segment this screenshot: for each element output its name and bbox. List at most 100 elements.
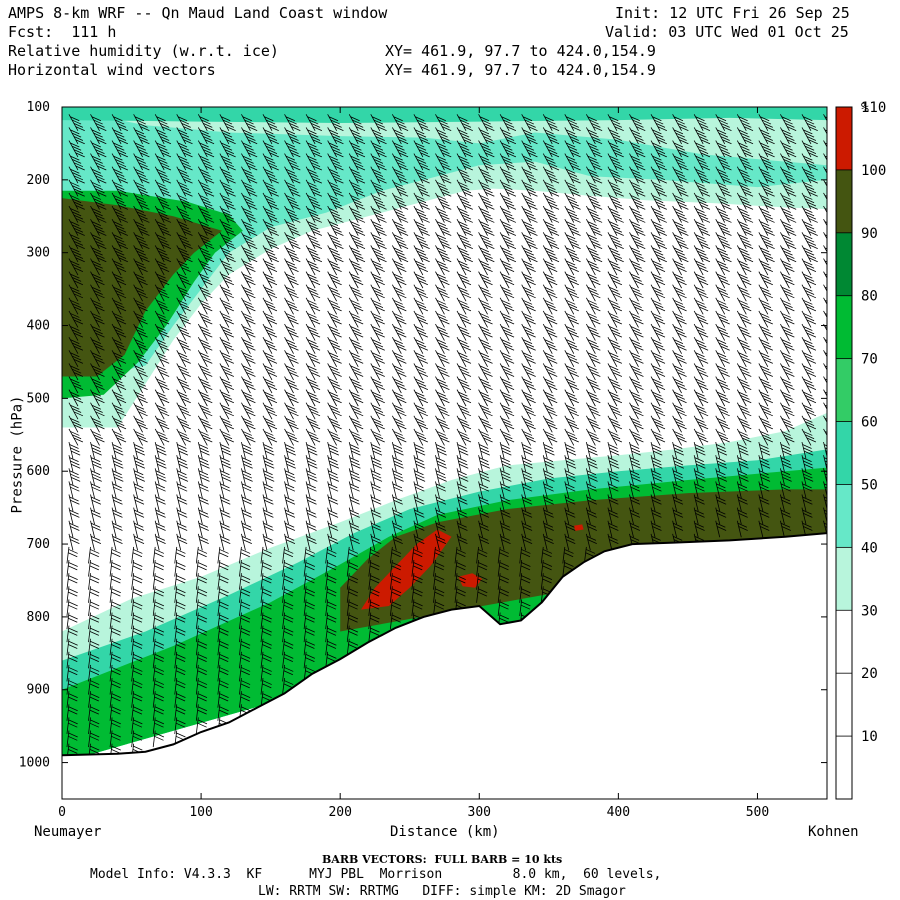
wind-barb [736,494,748,512]
colorbar-swatch [836,421,852,485]
wind-barb [586,336,601,354]
wind-barb [499,323,515,341]
wind-barb [435,310,450,328]
x-tick-label: 500 [746,805,769,820]
wind-barb [433,586,445,603]
wind-barb [176,415,191,433]
wind-barb [607,507,619,525]
wind-barb [219,363,234,381]
wind-barb [586,284,601,302]
wind-barb [736,297,752,315]
wind-barb [262,468,275,485]
wind-barb [284,297,299,315]
wind-barb [672,127,689,145]
wind-barb [305,205,323,223]
wind-barb [542,310,558,328]
wind-barb [586,323,601,341]
wind-barb [284,140,301,158]
wind-barb [348,323,364,341]
wind-barb [260,651,272,669]
wind-barb [758,310,773,328]
wind-barb [454,586,466,603]
wind-barb [586,245,603,263]
wind-barb [758,218,775,236]
wind-barb [197,127,215,145]
wind-barb [607,179,624,197]
wind-barb [197,455,210,472]
wind-barb [305,520,317,538]
wind-barb [90,494,102,512]
wind-barb [176,494,188,512]
wind-barb [391,140,409,158]
wind-barb [284,336,299,354]
y-tick-label: 400 [27,319,50,334]
wind-barb [736,350,752,367]
wind-barb [68,192,85,210]
wind-barb [413,310,429,328]
wind-barb [154,179,172,197]
wind-barb [650,494,662,512]
wind-barb [68,271,84,289]
wind-barb [133,166,150,184]
wind-barb [542,428,558,446]
wind-barb [780,232,797,250]
wind-barb [133,468,145,485]
wind-barb [241,336,256,354]
wind-barb [176,520,188,538]
wind-barb [521,494,533,512]
wind-barb [586,140,603,158]
wind-barb [90,166,107,184]
wind-barb [521,533,533,551]
wind-barb [389,599,402,616]
wind-barb [693,494,705,512]
wind-barb [131,560,143,577]
wind-barb [370,415,385,433]
wind-barb [435,232,452,250]
wind-barb [305,455,318,472]
wind-barb [262,205,279,223]
wind-barb [736,376,752,394]
wind-barb [540,546,553,564]
wind-barb [217,664,229,682]
wind-barb [219,336,234,354]
y-tick-label: 200 [27,173,50,188]
wind-barb [197,389,213,407]
wind-barb [758,205,775,223]
wind-barb [370,245,387,263]
wind-barb [629,428,644,446]
wind-barb [629,297,644,315]
wind-barb [650,284,666,302]
wind-barb [88,664,100,682]
wind-barb [823,205,827,214]
wind-barb [109,704,121,721]
wind-barb [454,560,466,577]
wind-barb [715,428,730,446]
wind-barb [241,389,256,407]
wind-barb [241,245,258,263]
wind-barb [305,192,323,210]
wind-barb [68,258,84,276]
wind-barb [370,114,387,132]
wind-barb [327,232,344,250]
wind-barb [370,140,387,158]
wind-barb [241,127,258,145]
wind-barb [217,704,229,721]
y-tick-label: 1000 [19,756,50,771]
wind-barb [715,336,730,354]
wind-barb [305,140,323,158]
wind-barb [219,323,234,341]
wind-barb [176,376,191,394]
wind-barb [241,428,256,446]
wind-barb [174,586,186,603]
wind-barb [413,192,430,210]
wind-barb [327,455,340,472]
wind-barb [195,560,208,577]
wind-barb [780,441,792,459]
wind-barb [154,494,166,512]
y-tick-label: 800 [27,610,50,625]
wind-barb [133,363,148,381]
wind-barb [90,323,105,341]
wind-barb [736,258,752,276]
wind-barb [241,205,258,223]
wind-barb [217,599,229,616]
